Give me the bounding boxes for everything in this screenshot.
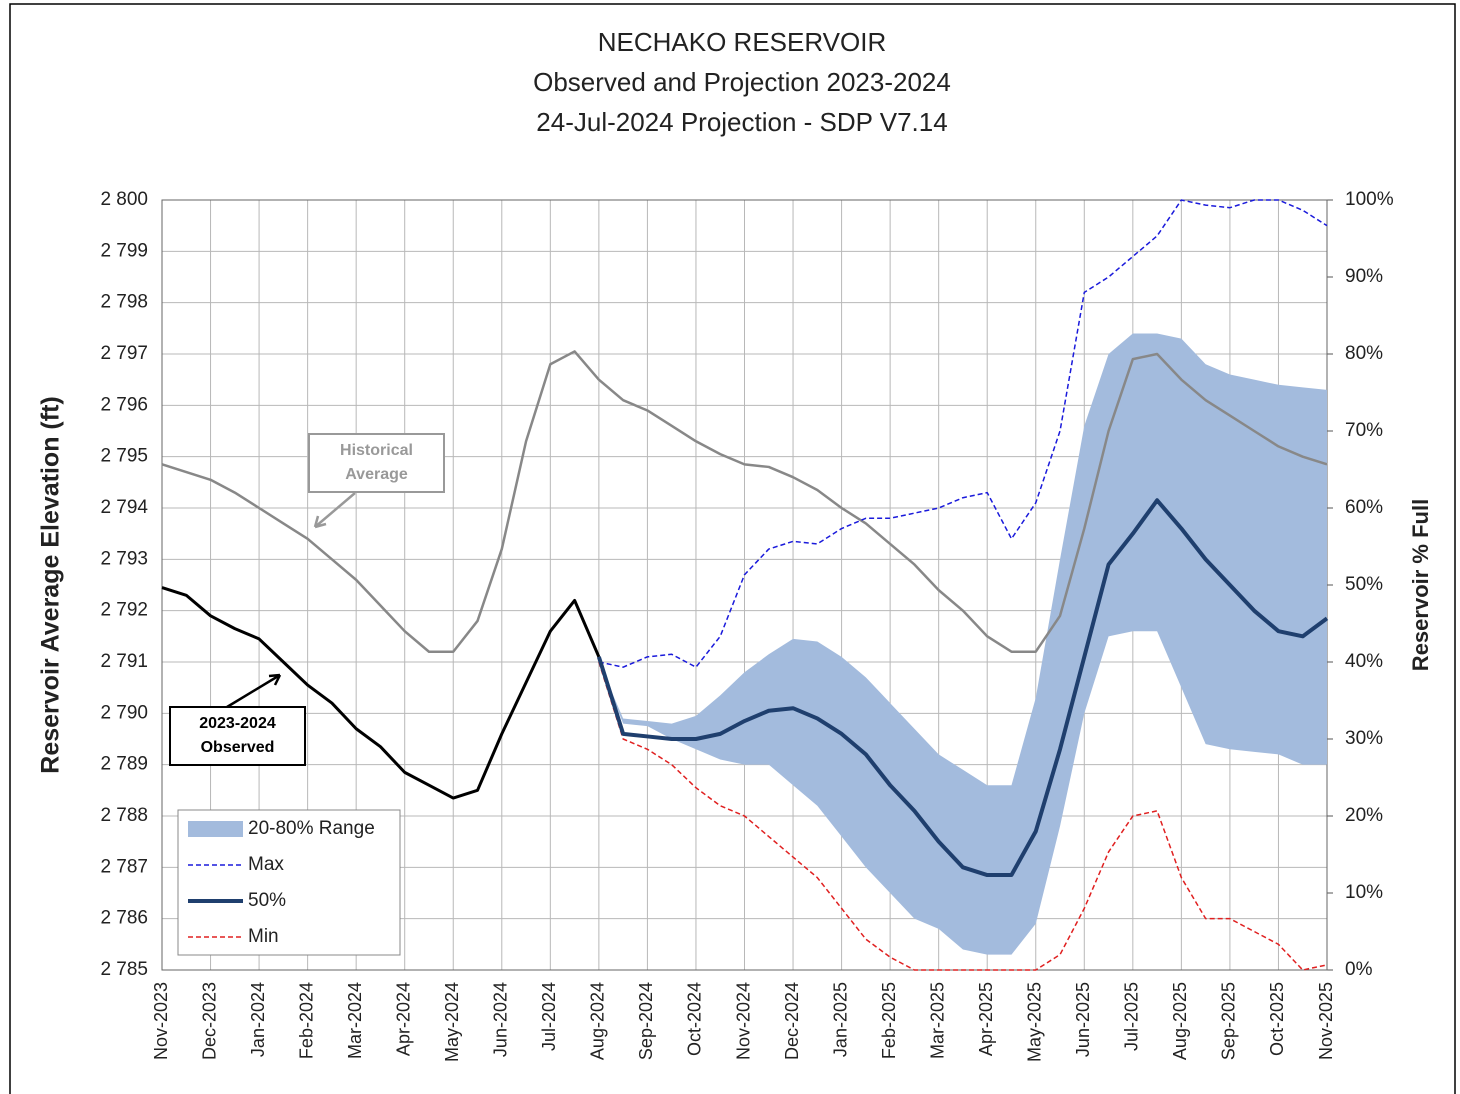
x-tick-label: Apr-2024: [393, 982, 413, 1056]
y2-axis-label: Reservoir % Full: [1408, 499, 1433, 671]
x-tick-label: Sep-2024: [636, 982, 656, 1060]
y2-tick-label: 30%: [1345, 728, 1383, 749]
x-tick-label: Mar-2024: [345, 982, 365, 1059]
y-tick-label: 2 789: [100, 754, 148, 775]
series-line: [161, 586, 601, 800]
y-tick-label: 2 786: [100, 908, 148, 929]
legend-label: Max: [248, 854, 284, 875]
x-tick-label: Jan-2025: [830, 982, 850, 1057]
x-tick-label: Jan-2024: [248, 982, 268, 1057]
chart-subtitle: 24-Jul-2024 Projection - SDP V7.14: [536, 107, 947, 137]
chart-border: [9, 3, 1456, 1094]
x-tick-label: Nov-2025: [1316, 982, 1336, 1060]
legend-label: 20-80% Range: [248, 818, 375, 839]
x-tick-label: Aug-2025: [1170, 982, 1190, 1060]
x-tick-label: Mar-2025: [927, 982, 947, 1059]
y2-tick-label: 40%: [1345, 651, 1383, 672]
y2-tick-label: 50%: [1345, 574, 1383, 595]
x-tick-label: Feb-2025: [879, 982, 899, 1059]
y2-tick-label: 10%: [1345, 882, 1383, 903]
legend-label: 50%: [248, 890, 286, 911]
y2-tick-label: 100%: [1345, 189, 1394, 210]
x-tick-label: May-2025: [1025, 982, 1045, 1062]
x-tick-label: May-2024: [442, 982, 462, 1062]
x-tick-label: Feb-2024: [296, 982, 316, 1059]
x-tick-label: Nov-2023: [151, 982, 171, 1060]
y-tick-label: 2 785: [100, 959, 148, 980]
annotation-text: Historical: [340, 442, 413, 459]
y-tick-label: 2 794: [100, 497, 148, 518]
series-line: [596, 498, 1329, 878]
annotation-text: Observed: [201, 739, 275, 756]
y-tick-label: 2 793: [100, 548, 148, 569]
annotation-arrow: [313, 492, 356, 529]
chart-subtitle: Observed and Projection 2023-2024: [533, 67, 951, 97]
y-tick-label: 2 798: [100, 292, 148, 313]
chart-title: NECHAKO RESERVOIR: [598, 27, 886, 57]
y2-tick-label: 0%: [1345, 959, 1373, 980]
y2-tick-label: 90%: [1345, 266, 1383, 287]
annotation-text: Average: [345, 466, 408, 483]
y2-tick-label: 60%: [1345, 497, 1383, 518]
x-tick-label: Dec-2023: [199, 982, 219, 1060]
x-tick-label: Jun-2024: [491, 982, 511, 1057]
annotation-text: 2023-2024: [199, 715, 276, 732]
y-tick-label: 2 791: [100, 651, 148, 672]
y-tick-label: 2 795: [100, 446, 148, 467]
y2-tick-label: 70%: [1345, 420, 1383, 441]
y-tick-label: 2 792: [100, 600, 148, 621]
annotation-box: [308, 433, 445, 493]
y-tick-label: 2 796: [100, 394, 148, 415]
range-band: [598, 333, 1327, 955]
x-tick-label: Dec-2024: [782, 982, 802, 1060]
x-tick-label: Apr-2025: [976, 982, 996, 1056]
y-tick-label: 2 800: [100, 189, 148, 210]
legend-label: Min: [248, 926, 279, 947]
series-line: [598, 199, 1328, 668]
series-line: [598, 661, 1328, 971]
y-tick-label: 2 787: [100, 856, 148, 877]
annotation-arrow: [226, 673, 282, 709]
y-axis-label: Reservoir Average Elevation (ft): [37, 396, 65, 773]
annotation-box: [169, 706, 306, 766]
series-line: [161, 350, 1328, 653]
x-tick-label: Jul-2024: [539, 982, 559, 1051]
x-tick-label: Sep-2025: [1219, 982, 1239, 1060]
x-tick-label: Jul-2025: [1122, 982, 1142, 1051]
x-tick-label: Aug-2024: [588, 982, 608, 1060]
x-tick-label: Jun-2025: [1073, 982, 1093, 1057]
y-tick-label: 2 788: [100, 805, 148, 826]
legend-swatch: [188, 821, 243, 837]
y2-tick-label: 20%: [1345, 805, 1383, 826]
y-tick-label: 2 799: [100, 240, 148, 261]
y2-tick-label: 80%: [1345, 343, 1383, 364]
y-tick-label: 2 790: [100, 702, 148, 723]
x-tick-label: Oct-2024: [685, 982, 705, 1056]
x-tick-label: Nov-2024: [733, 982, 753, 1060]
x-tick-label: Oct-2025: [1267, 982, 1287, 1056]
y-tick-label: 2 797: [100, 343, 148, 364]
